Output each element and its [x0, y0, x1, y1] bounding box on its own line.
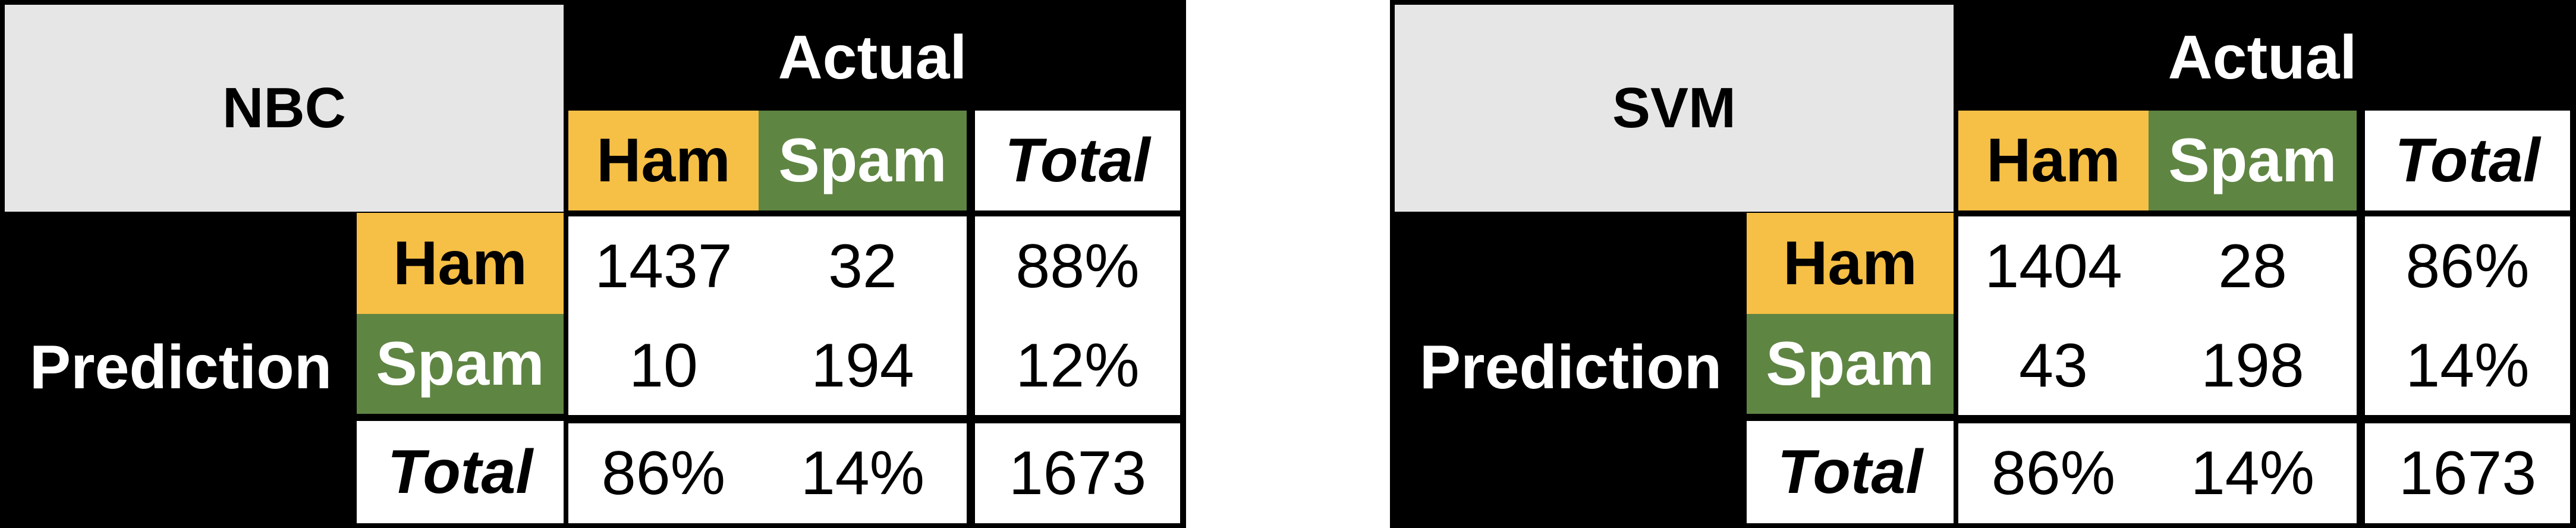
nbc-col-ham: Ham — [568, 111, 759, 210]
svm-model-name: SVM — [1395, 5, 1954, 212]
nbc-col-total: Total — [975, 111, 1180, 210]
nbc-prediction-label: Prediction — [29, 332, 332, 402]
nbc-row-total: Total — [357, 421, 564, 523]
svm-prediction-label: Prediction — [1419, 332, 1722, 402]
svm-row-total: Total — [1747, 421, 1954, 523]
svm-grand-total: 1673 — [2365, 423, 2570, 523]
nbc-spam-ham: 10 — [568, 316, 759, 415]
svm-ham-spam: 28 — [2149, 216, 2357, 316]
nbc-spam-spam: 194 — [759, 316, 967, 415]
svm-row-ham: Ham — [1747, 213, 1954, 314]
svm-spam-total: 14% — [2365, 316, 2570, 415]
nbc-model-name: NBC — [5, 5, 564, 212]
nbc-col-spam: Spam — [759, 111, 967, 210]
svm-total-spam: 14% — [2149, 423, 2357, 523]
nbc-row-ham: Ham — [357, 213, 564, 314]
svm-confusion-matrix: SVM Actual Ham Spam Total Prediction Ham… — [1390, 0, 2576, 528]
svm-row-spam: Spam — [1747, 314, 1954, 414]
nbc-row-spam: Spam — [357, 314, 564, 414]
nbc-confusion-matrix: NBC Actual Ham Spam Total Prediction Ham… — [0, 0, 1186, 528]
nbc-ham-total: 88% — [975, 216, 1180, 316]
nbc-grand-total: 1673 — [975, 423, 1180, 523]
svm-total-ham: 86% — [1958, 423, 2149, 523]
svm-spam-ham: 43 — [1958, 316, 2149, 415]
nbc-spam-total: 12% — [975, 316, 1180, 415]
svm-col-spam: Spam — [2149, 111, 2357, 210]
nbc-actual-label: Actual — [778, 23, 967, 92]
svm-ham-ham: 1404 — [1958, 216, 2149, 316]
nbc-ham-spam: 32 — [759, 216, 967, 316]
svm-col-ham: Ham — [1958, 111, 2149, 210]
nbc-total-ham: 86% — [568, 423, 759, 523]
svm-col-total: Total — [2365, 111, 2570, 210]
nbc-ham-ham: 1437 — [568, 216, 759, 316]
nbc-total-spam: 14% — [759, 423, 967, 523]
svm-ham-total: 86% — [2365, 216, 2570, 316]
svm-spam-spam: 198 — [2149, 316, 2357, 415]
svm-actual-label: Actual — [2168, 23, 2357, 92]
